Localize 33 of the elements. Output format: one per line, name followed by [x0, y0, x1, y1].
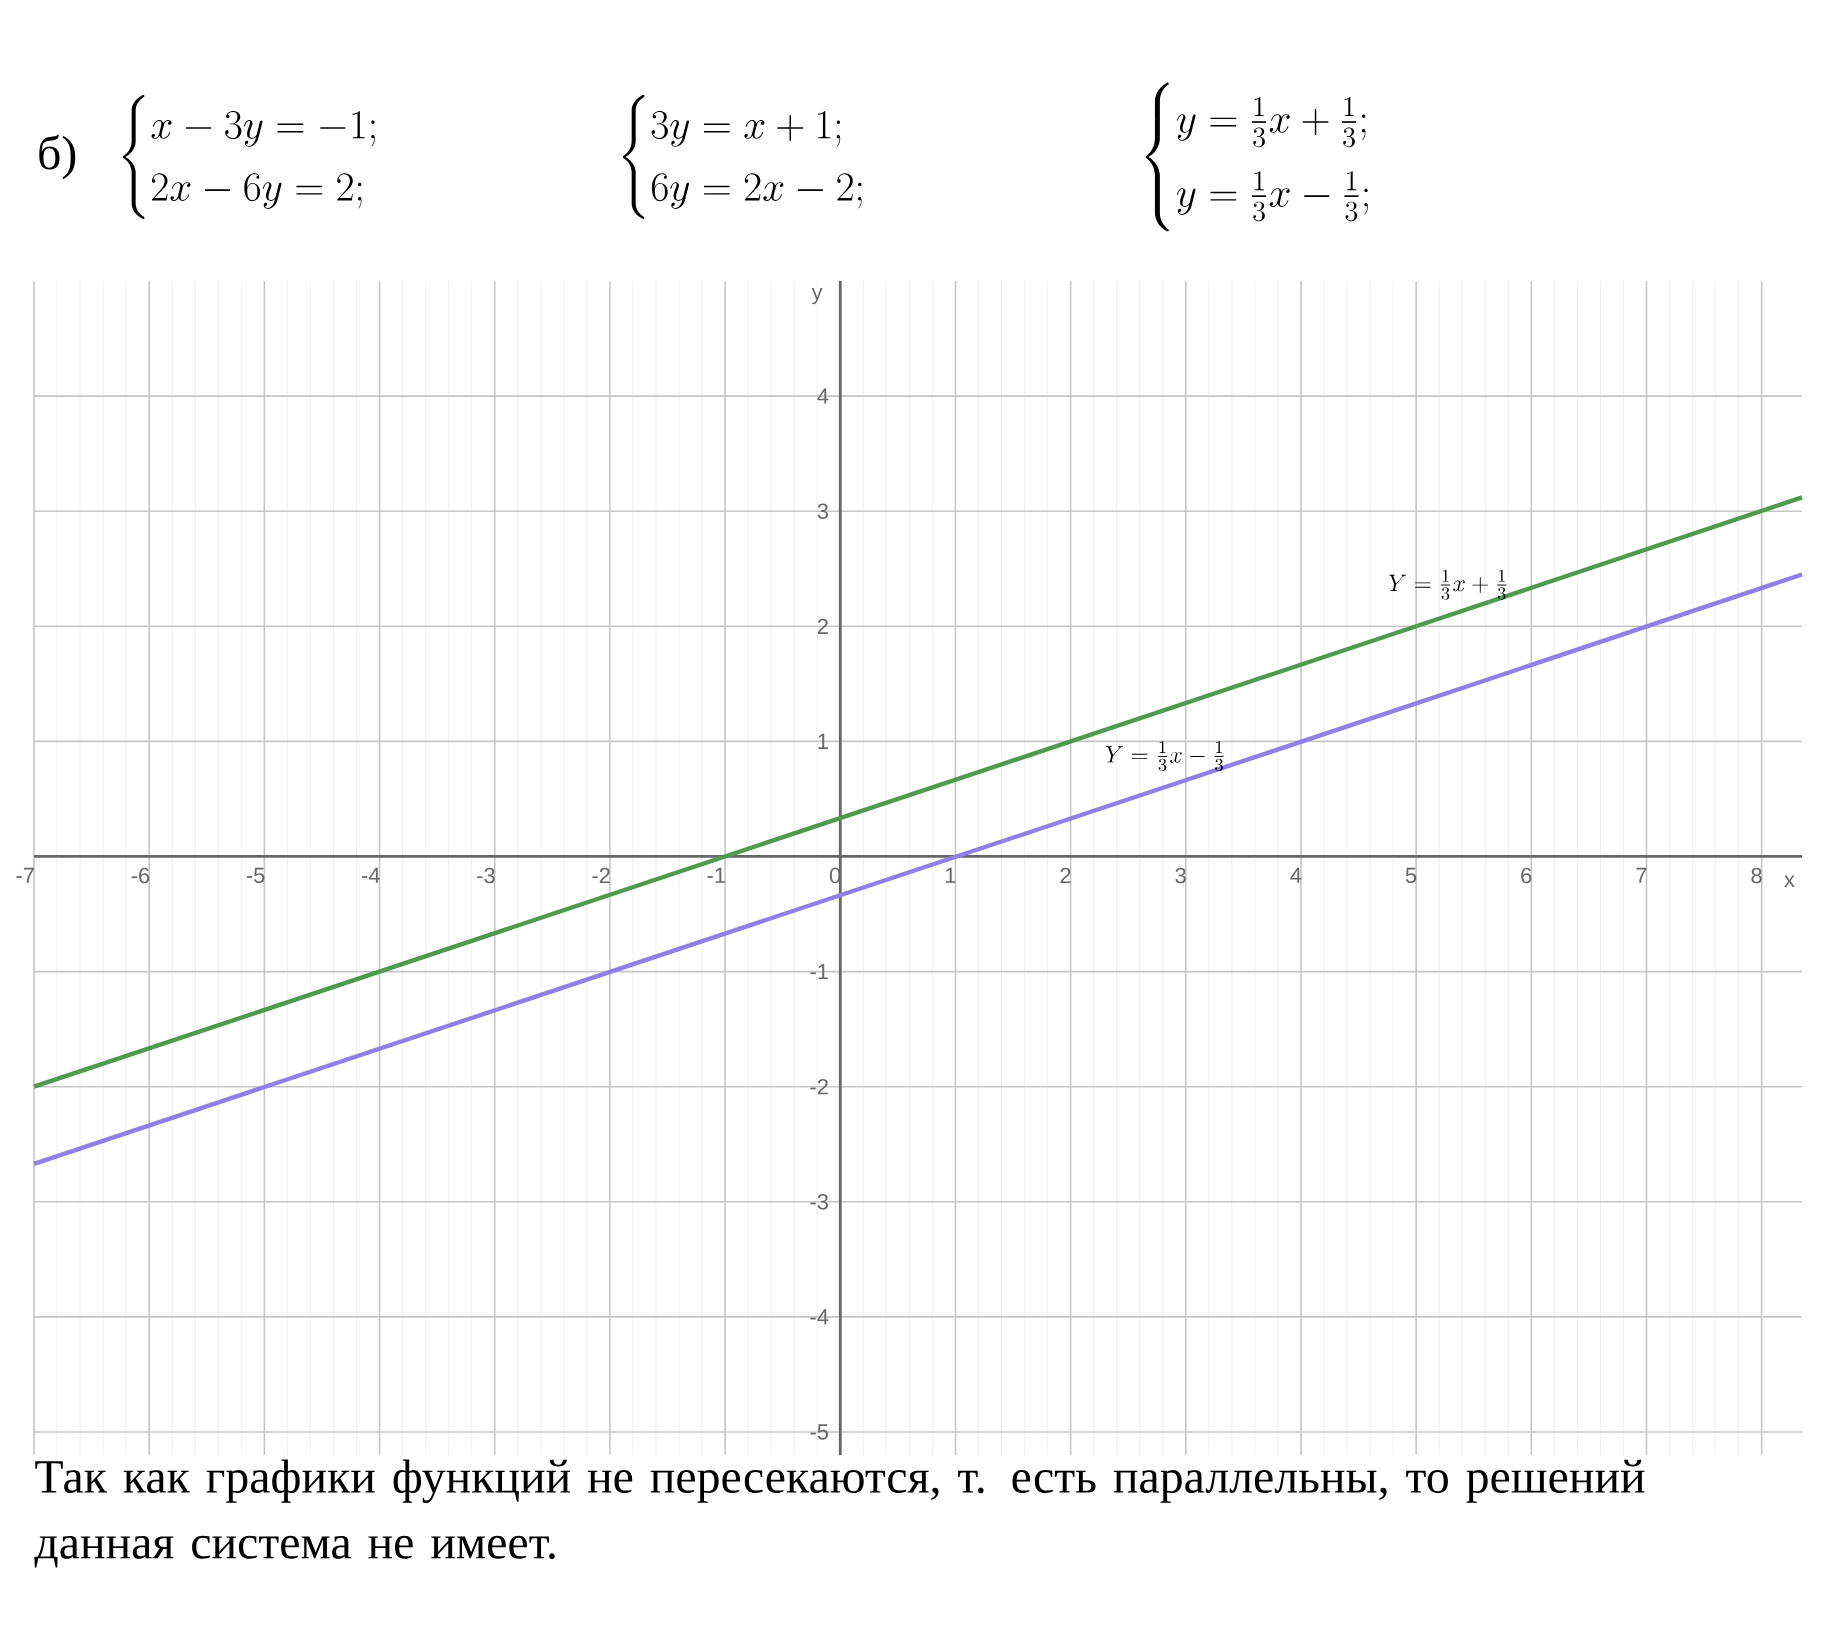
- text: $\begin{cases}3y=x+1;\\6y=2x-2;\end{cases}$: [622, 94, 862, 219]
- x-tick-label: -2: [592, 867, 610, 884]
- x-tick-label: 8: [1751, 867, 1762, 884]
- x-tick-label: 7: [1636, 867, 1647, 883]
- series-label: $Y=\frac{1}{3}x-\frac{1}{3}$: [1105, 741, 1224, 772]
- y-tick-label: -4: [810, 1309, 829, 1325]
- x-tick-label: 4: [1290, 867, 1302, 883]
- x-axis-title: x: [1784, 875, 1795, 888]
- y-tick-label: -3: [810, 1194, 828, 1210]
- x-tick-label: -4: [361, 867, 380, 883]
- series-label: $Y=\frac{1}{3}x+\frac{1}{3}$: [1389, 569, 1507, 600]
- x-tick-label: -6: [131, 867, 150, 884]
- text: Так как графики функций не пересекаются, т. есть параллельны, то решений данная система не имеет.: [34, 1459, 1645, 1568]
- y-tick-label: -2: [810, 1079, 828, 1095]
- x-tick-label: -1: [707, 867, 725, 883]
- y-tick-label: 4: [817, 388, 829, 404]
- x-tick-label: 1: [945, 867, 956, 883]
- x-tick-label: -7: [16, 867, 34, 883]
- x-tick-label: -5: [246, 867, 265, 884]
- y-tick-label: 1: [818, 733, 828, 749]
- x-tick-label: 3: [1175, 867, 1186, 884]
- y-tick-label: 3: [817, 503, 828, 519]
- y-tick-label: 2: [817, 618, 828, 634]
- x-tick-label: 6: [1521, 867, 1532, 884]
- y-tick-label: -1: [810, 964, 828, 980]
- x-tick-label: 2: [1060, 867, 1071, 884]
- text: $\begin{cases}y=\frac{1}{3}x+\frac{1}{3};\\[6pt]y=\frac{1}{3}x-\frac{1}{3};\end{cases}$: [1146, 82, 1368, 232]
- y-tick-label: -5: [810, 1424, 829, 1440]
- chart-title: б): [39, 134, 76, 180]
- x-tick-label: -3: [477, 867, 495, 884]
- y-axis-title: y: [811, 288, 823, 305]
- text: $\begin{cases}x-3y=-1;\\2x-6y=2;\end{cases}$: [122, 94, 375, 219]
- x-tick-label: 5: [1405, 867, 1417, 884]
